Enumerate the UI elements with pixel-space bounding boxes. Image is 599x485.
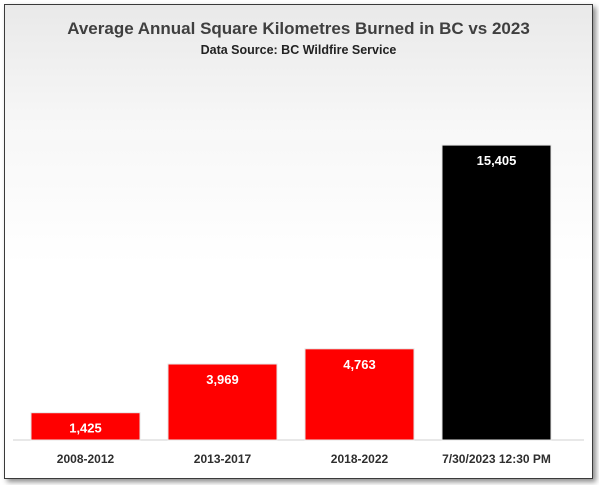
chart-title: Average Annual Square Kilometres Burned … [67, 19, 530, 38]
chart-subtitle: Data Source: BC Wildfire Service [200, 43, 397, 57]
data-label-3: 4,763 [343, 357, 376, 372]
bar-chart-plot: 1,425 2008-2012 3,969 2013-2017 4,763 2018-20… [13, 144, 584, 466]
bar-2 [167, 363, 278, 441]
chart-frame: Average Annual Square Kilometres Burned … [4, 4, 593, 479]
x-tick-label-4: 7/30/2023 12:30 PM [442, 452, 551, 466]
bar-1 [30, 412, 141, 441]
bar-4 [441, 144, 552, 441]
x-tick-label-1: 2008-2012 [57, 452, 115, 466]
bar-3 [304, 348, 415, 441]
data-label-2: 3,969 [206, 372, 239, 387]
data-label-4: 15,405 [477, 153, 517, 168]
x-tick-label-2: 2013-2017 [194, 452, 252, 466]
x-tick-label-3: 2018-2022 [331, 452, 389, 466]
data-label-1: 1,425 [69, 421, 102, 436]
